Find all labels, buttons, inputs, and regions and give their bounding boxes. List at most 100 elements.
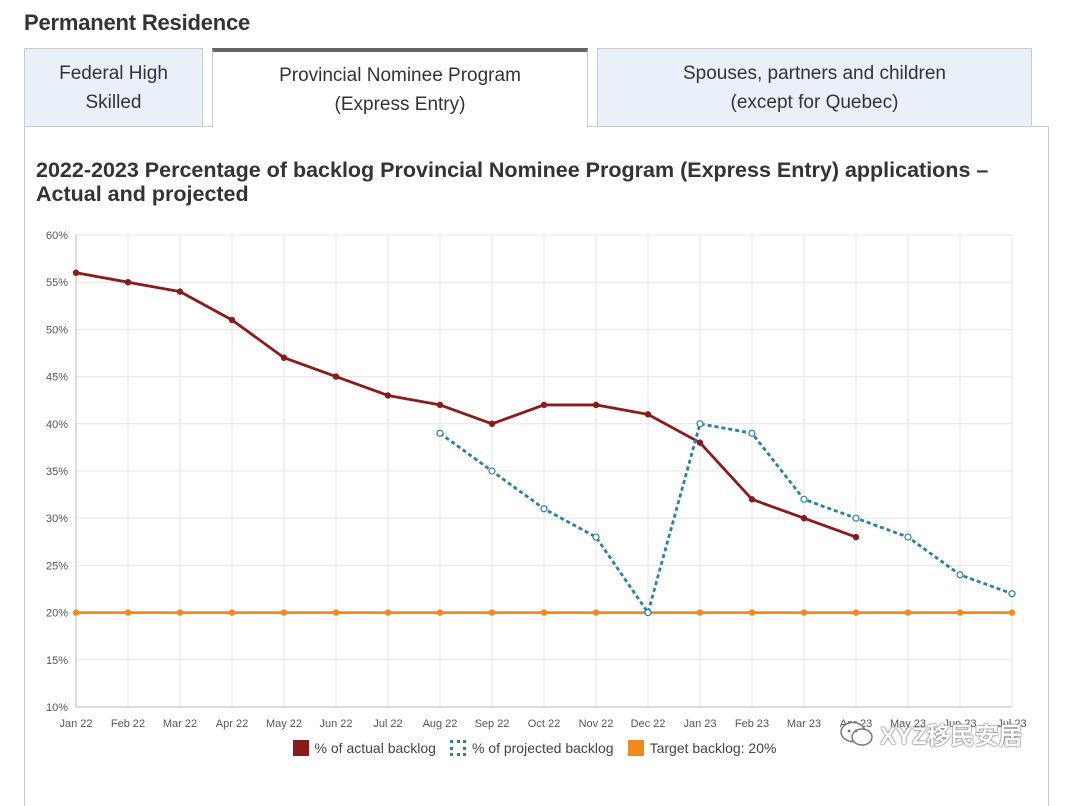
tab-label-line1: Provincial Nominee Program xyxy=(279,65,521,86)
data-point-actual xyxy=(176,288,184,295)
chat-bubbles-icon xyxy=(840,721,873,746)
data-point-actual xyxy=(852,533,860,541)
data-point-target xyxy=(904,609,912,616)
legend-item-target[interactable]: Target backlog: 20% xyxy=(627,740,777,756)
x-tick-label: Jun 23 xyxy=(943,718,976,730)
data-point-actual xyxy=(228,316,236,324)
tab-federal-high-skilled[interactable]: Federal High Skilled xyxy=(24,48,203,126)
x-tick-label: Feb 23 xyxy=(735,718,769,730)
y-tick-label: 40% xyxy=(46,419,68,431)
data-point-actual xyxy=(72,269,80,277)
data-point-projected xyxy=(540,505,548,513)
data-point-target xyxy=(956,609,964,616)
legend-swatch-actual xyxy=(292,740,309,756)
tab-panel xyxy=(24,126,1049,806)
data-point-target xyxy=(540,609,548,616)
data-point-actual xyxy=(592,401,600,409)
data-point-projected xyxy=(644,608,652,617)
y-tick-label: 20% xyxy=(46,608,68,620)
y-tick-label: 35% xyxy=(46,466,68,478)
legend-swatch-target xyxy=(627,740,644,756)
data-point-target xyxy=(800,609,808,616)
x-tick-label: Sep 22 xyxy=(475,718,510,730)
data-point-target xyxy=(696,609,704,616)
legend-item-projected[interactable]: % of projected backlog xyxy=(449,740,614,756)
x-tick-label: May 23 xyxy=(890,718,926,730)
tab-label-line2: (Express Entry) xyxy=(334,94,466,115)
y-tick-label: 25% xyxy=(46,560,68,572)
x-tick-label: Jul 22 xyxy=(373,718,402,730)
x-tick-label: Oct 22 xyxy=(528,718,560,730)
grid-lines xyxy=(75,234,1013,708)
y-tick-label: 50% xyxy=(46,324,68,336)
watermark: XYZ移民安居 xyxy=(840,716,1023,751)
data-point-target xyxy=(124,609,132,616)
data-point-actual xyxy=(384,392,392,399)
tab-label-line2: Skilled xyxy=(85,91,142,113)
data-point-projected xyxy=(852,514,860,522)
legend-label-actual: % of actual backlog xyxy=(314,740,436,756)
x-tick-label: Jan 22 xyxy=(59,718,92,730)
x-tick-label: Mar 22 xyxy=(163,718,197,730)
x-tick-label: Jan 23 xyxy=(683,718,716,730)
x-tick-label: Apr 22 xyxy=(216,718,248,730)
data-point-target xyxy=(176,609,184,616)
data-point-projected xyxy=(800,495,808,503)
legend-item-actual[interactable]: % of actual backlog xyxy=(292,740,436,756)
page-title: Permanent Residence xyxy=(24,10,251,35)
data-point-projected xyxy=(436,429,444,437)
data-point-projected xyxy=(956,571,964,579)
tab-spouses-partners-children[interactable]: Spouses, partners and children (except f… xyxy=(597,48,1032,126)
x-tick-label: Feb 22 xyxy=(111,718,145,730)
data-point-target xyxy=(436,609,444,616)
x-tick-label: Jun 22 xyxy=(319,718,352,730)
data-point-actual xyxy=(748,496,756,503)
data-point-target xyxy=(228,609,236,616)
y-tick-label: 55% xyxy=(46,277,68,289)
x-tick-label: Aug 22 xyxy=(423,718,458,730)
data-point-actual xyxy=(488,420,496,428)
data-point-target xyxy=(384,609,392,616)
tab-label-line2: (except for Quebec) xyxy=(730,91,899,113)
data-point-target xyxy=(852,609,860,616)
data-point-target xyxy=(488,609,496,616)
x-tick-label: May 22 xyxy=(266,718,302,730)
axis-labels: 10% 15% 20% 25% 30% 35% 40% 45% 50% 55% 60% Jan 22 F… xyxy=(46,230,1027,730)
data-point-actual xyxy=(800,514,808,522)
x-tick-label: Mar 23 xyxy=(787,718,821,730)
x-tick-label: Jul 23 xyxy=(997,718,1026,730)
tab-provincial-nominee-program[interactable]: Provincial Nominee Program (Express Entr… xyxy=(212,48,588,128)
data-point-projected xyxy=(1008,590,1016,598)
data-point-target xyxy=(592,609,600,616)
tab-label-line1: Federal High xyxy=(59,62,168,84)
data-point-target xyxy=(748,609,756,616)
chart-title: 2022-2023 Percentage of backlog Provinci… xyxy=(36,158,989,206)
legend-label-projected: % of projected backlog xyxy=(471,740,614,756)
legend-swatch-projected xyxy=(449,740,466,756)
y-tick-label: 45% xyxy=(46,372,68,384)
data-point-actual xyxy=(332,373,340,380)
data-point-actual xyxy=(540,401,548,409)
data-point-actual xyxy=(280,354,288,361)
watermark-text: XYZ移民安居 xyxy=(880,723,1023,750)
x-tick-label: Dec 22 xyxy=(631,718,666,730)
x-tick-label: Nov 22 xyxy=(579,718,614,730)
data-point-target xyxy=(280,609,288,616)
y-tick-label: 30% xyxy=(46,513,68,525)
data-point-projected xyxy=(592,533,600,541)
legend-label-target: Target backlog: 20% xyxy=(649,740,777,756)
data-point-projected xyxy=(488,467,496,475)
data-point-target xyxy=(332,609,340,616)
data-point-target xyxy=(1008,609,1016,616)
data-points xyxy=(72,269,1016,617)
tab-label-line1: Spouses, partners and children xyxy=(683,62,946,84)
chart-legend: % of actual backlog % of projected backl… xyxy=(0,738,1069,758)
data-point-actual xyxy=(436,401,444,409)
data-point-projected xyxy=(904,533,912,541)
y-tick-label: 15% xyxy=(46,655,68,667)
data-point-projected xyxy=(748,429,756,437)
series-line-actual xyxy=(75,271,857,539)
data-point-actual xyxy=(696,439,704,446)
y-tick-label: 60% xyxy=(46,230,68,242)
data-point-actual xyxy=(644,411,652,418)
